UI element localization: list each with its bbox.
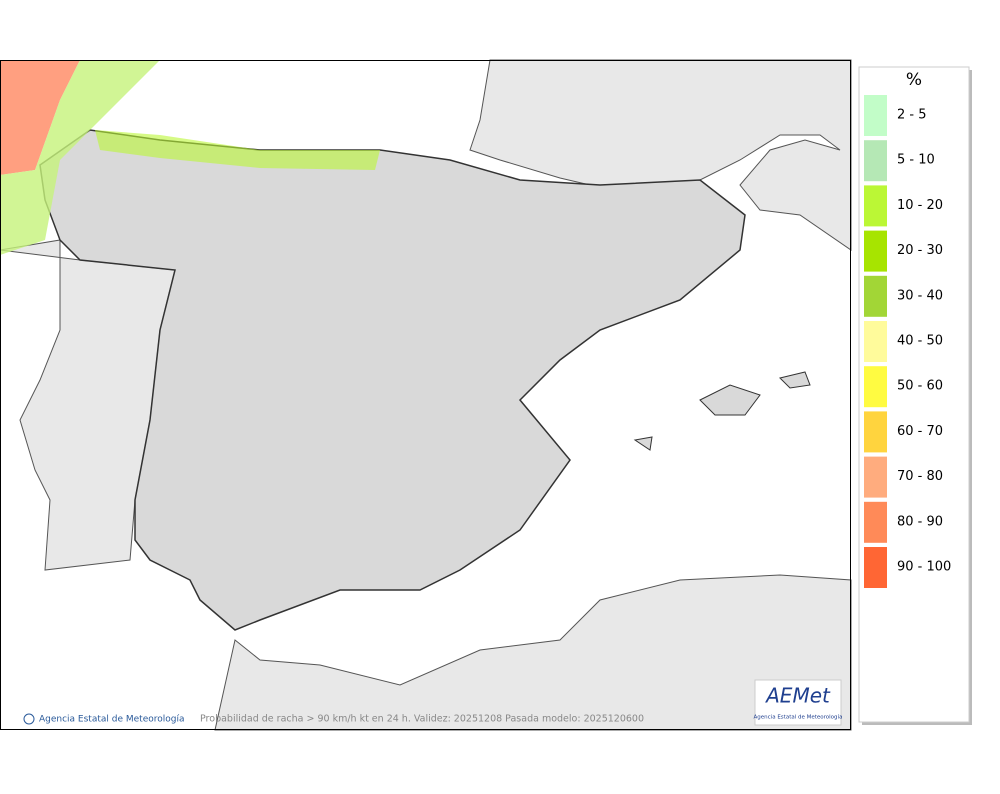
legend: % 2 - 5 5 - 10 10 - 20 20 - 30 30 - 40 40 - 5… xyxy=(858,66,972,725)
legend-swatch xyxy=(864,140,887,182)
france xyxy=(469,59,852,251)
logo-subtitle: Agencia Estatal de Meteorología xyxy=(754,714,843,721)
islands xyxy=(633,371,811,451)
legend-label: 50 - 60 xyxy=(897,379,943,394)
legend-swatch xyxy=(864,366,887,408)
legend-label: 80 - 90 xyxy=(897,514,943,529)
legend-label: 60 - 70 xyxy=(897,424,943,439)
legend-label: 2 - 5 xyxy=(897,108,927,123)
legend-swatch xyxy=(864,185,887,227)
legend-label: 20 - 30 xyxy=(897,243,943,258)
legend-swatch xyxy=(864,95,887,136)
spain xyxy=(39,129,746,631)
legend-swatch xyxy=(864,275,887,317)
copyright-icon xyxy=(23,713,35,725)
legend-label: 5 - 10 xyxy=(897,153,935,168)
legend-swatch xyxy=(864,456,887,498)
copyright-text: Agencia Estatal de Meteorología xyxy=(39,715,185,725)
map: Agencia Estatal de Meteorología Probabil… xyxy=(0,59,852,731)
legend-swatch xyxy=(864,411,887,453)
logo-text: AEMet xyxy=(764,684,831,708)
prob-area-high xyxy=(0,60,80,175)
map-frame xyxy=(0,60,851,730)
legend-label: 70 - 80 xyxy=(897,469,943,484)
legend-unit: % xyxy=(906,70,922,90)
legend-swatch xyxy=(864,321,887,362)
logo-box xyxy=(754,679,842,726)
legend-label: 90 - 100 xyxy=(897,560,951,575)
caption: Probabilidad de racha > 90 km/h kt en 24… xyxy=(200,714,644,725)
legend-label: 30 - 40 xyxy=(897,288,943,303)
prob-area-coast xyxy=(95,130,380,170)
legend-label: 40 - 50 xyxy=(897,334,943,349)
legend-label: 10 - 20 xyxy=(897,198,943,213)
legend-swatch xyxy=(864,501,887,543)
legend-swatch xyxy=(864,547,887,588)
prob-area-low xyxy=(0,60,160,255)
legend-swatch xyxy=(864,230,887,272)
